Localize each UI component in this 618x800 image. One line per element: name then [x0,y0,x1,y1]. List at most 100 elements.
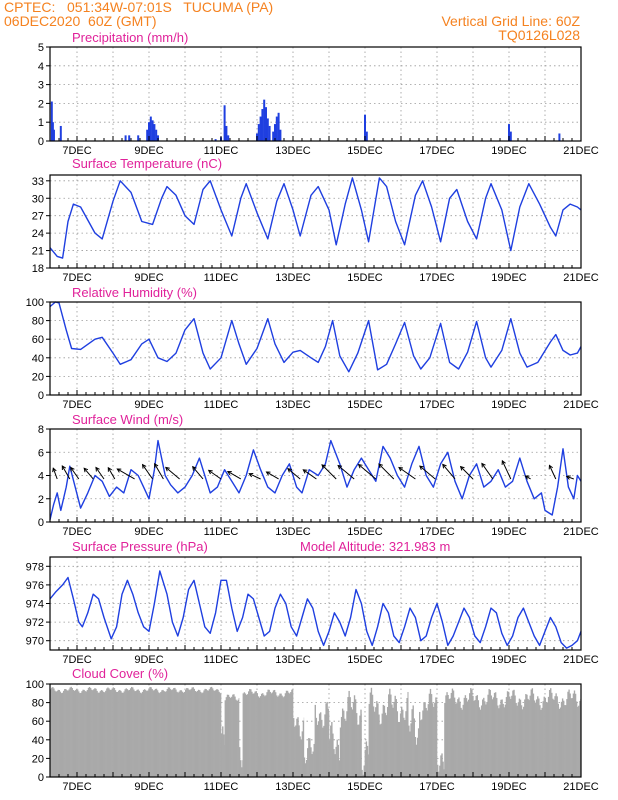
temp-title: Surface Temperature (nC) [72,156,222,171]
cloud-bar [238,697,240,777]
cloud-bar [214,690,216,777]
cloud-bar [419,711,421,777]
cloud-bar [182,692,185,777]
cloud-bar [325,703,327,777]
cloud-bar [390,694,392,777]
pres-ytick-label: 974 [26,599,44,611]
cloud-bar [525,694,527,777]
cloud-bar [465,698,468,777]
cloud-bar [203,690,205,777]
cloud-bar [312,751,314,777]
cloud-bar [452,690,455,777]
cloud-xtick-label: 11DEC [204,781,239,793]
cloud-bar [395,699,397,777]
cloud-bar [147,690,149,777]
wind-arrow-head [52,467,57,473]
precip-bar [223,105,226,141]
wind-xtick-label: 9DEC [134,526,163,538]
cloud-bar [505,697,508,777]
cloud-bar [234,696,236,777]
cloud-bar [529,695,531,777]
cloud-bar [531,688,534,777]
cloud-bar [430,694,433,777]
cloud-bar [497,705,499,777]
cloud-bar [320,712,322,777]
cloud-bar [287,692,290,777]
cloud-bar [105,690,107,777]
rh-xtick-label: 13DEC [275,399,311,411]
cloud-bar [64,689,66,777]
cloud-bar [60,693,63,777]
cloud-bar [192,687,194,777]
cloud-bar [260,693,263,777]
cloud-bar [557,703,559,777]
cloud-bar [377,703,379,777]
cloud-bar [146,691,148,777]
cloud-bar [396,711,399,777]
cloud-xtick-label: 17DEC [419,781,455,793]
precip-bar [225,125,228,141]
cloud-bar [433,706,435,777]
cloud-bar [116,691,119,777]
cloud-bar [471,689,473,777]
cloud-bar [414,736,417,777]
cloud-bar [250,689,252,777]
cloud-bar [98,692,100,777]
cloud-bar [109,689,111,777]
precip-bar [214,139,217,141]
cloud-bar [193,688,196,777]
cloud-bar [97,692,99,777]
cloud-bar [119,689,121,777]
cloud-bar [108,688,110,777]
cloud-bar [485,704,487,777]
cloud-bar [532,693,535,777]
cloud-bar [566,699,568,777]
cloud-bar [527,698,529,777]
cloud-bar [239,747,241,777]
cloud-bar [393,701,395,777]
wind-arrow [142,464,154,480]
precip-bar [365,131,368,141]
cloud-bar [114,690,117,777]
wind-arrow-head [154,462,159,468]
wind-arrow-head [192,465,197,471]
cloud-bar [370,687,373,777]
cloud-bar [329,740,331,777]
cloud-bar [324,714,326,777]
cloud-bar [346,711,348,777]
cloud-bar [365,741,368,777]
cloud-bar [403,717,405,777]
cloud-bar [519,699,522,777]
temp-ytick-label: 24 [32,228,44,240]
cloud-bar [74,690,77,777]
cloud-bar [442,761,444,777]
cloud-bar [264,696,266,777]
cloud-bar [407,691,409,777]
temp-ytick-label: 27 [32,211,44,223]
cloud-bar [106,688,108,777]
precip-bar [50,101,53,141]
precip-xtick-label: 13DEC [275,145,311,157]
cloud-bar [560,701,563,777]
cloud-bar [255,691,257,777]
cloud-bar [559,707,562,777]
cloud-bar [374,711,376,777]
cloud-bar [411,709,413,777]
cloud-bar [166,689,169,777]
pres-xtick-label: 7DEC [62,654,91,666]
cloud-bar [460,707,462,777]
cloud-bar [548,689,551,777]
cloud-bar [252,693,254,777]
header-run-id: TQ0126L028 [498,27,580,43]
cloud-bar [283,696,286,777]
cloud-bar [84,691,86,777]
cloud-bar [150,687,152,777]
wind-arrow [460,466,474,480]
cloud-bar [293,718,295,777]
cloud-bar [550,688,552,777]
pres-ytick-label: 970 [26,636,44,648]
cloud-bar [553,699,555,777]
cloud-bar [248,691,250,777]
cloud-bar [183,691,186,777]
cloud-bar [202,692,204,777]
